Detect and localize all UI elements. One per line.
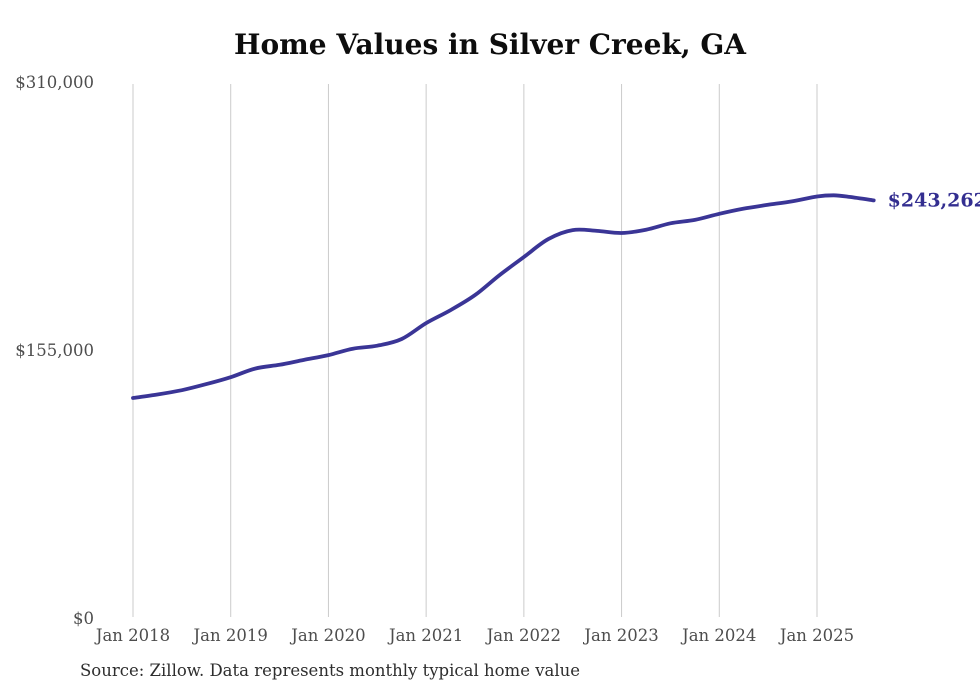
x-tick-label: Jan 2024: [680, 626, 756, 645]
y-tick-label: $155,000: [15, 341, 94, 360]
x-tick-label: Jan 2018: [94, 626, 170, 645]
x-tick-label: Jan 2021: [387, 626, 463, 645]
source-note: Source: Zillow. Data represents monthly …: [80, 661, 581, 680]
x-tick-label: Jan 2020: [289, 626, 365, 645]
x-tick-label: Jan 2023: [582, 626, 658, 645]
x-tick-label: Jan 2019: [192, 626, 268, 645]
y-tick-label: $0: [73, 609, 94, 628]
chart-title: Home Values in Silver Creek, GA: [234, 28, 746, 61]
latest-value-label: $243,262: [888, 189, 980, 211]
home-value-line: [131, 193, 876, 400]
x-tick-label: Jan 2025: [778, 626, 854, 645]
y-tick-label: $310,000: [15, 73, 94, 92]
x-tick-label: Jan 2022: [485, 626, 561, 645]
